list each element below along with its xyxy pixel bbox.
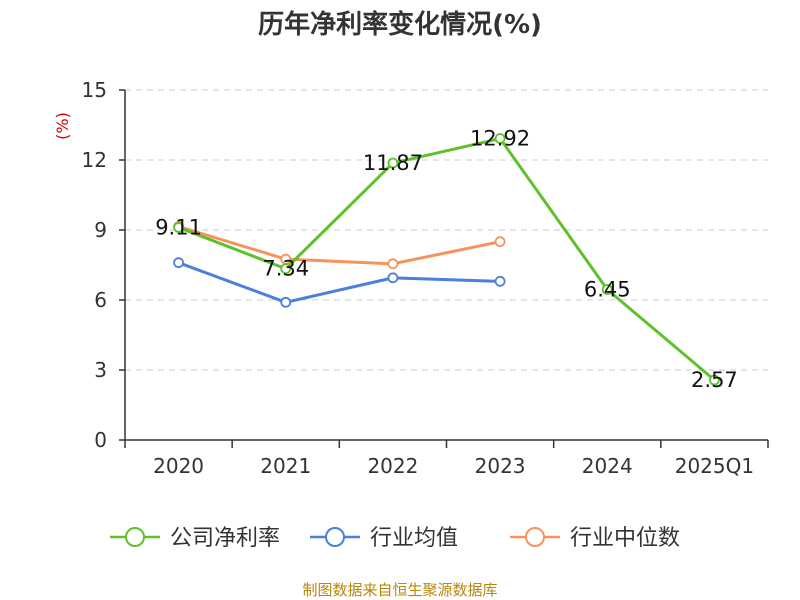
gridlines (125, 89, 768, 371)
data-point (494, 236, 506, 248)
y-tick-label: 3 (94, 358, 107, 382)
data-label: 9.11 (155, 215, 202, 239)
x-tick-label: 2023 (475, 454, 526, 478)
data-label: 6.45 (584, 278, 631, 302)
data-label: 2.57 (691, 368, 738, 392)
x-tick-label: 2024 (582, 454, 633, 478)
data-point (173, 257, 184, 269)
series-group (173, 133, 720, 386)
legend-marker (325, 527, 345, 547)
data-point (280, 296, 292, 308)
data-point (494, 275, 506, 287)
legend-label: 行业均值 (370, 526, 458, 551)
data-point (709, 374, 720, 386)
legend-label: 行业中位数 (570, 526, 680, 551)
data-label: 7.34 (262, 257, 309, 281)
legend: 公司净利率 行业均值 行业中位数 (110, 526, 680, 551)
x-tick-label: 2025Q1 (675, 454, 754, 478)
x-tick-label: 2020 (153, 454, 204, 478)
y-tick-label: 6 (94, 288, 107, 312)
data-point (173, 222, 184, 233)
y-tick-label: 9 (94, 218, 107, 242)
axes (119, 89, 769, 448)
legend-label: 公司净利率 (170, 526, 280, 551)
data-point (601, 284, 613, 295)
series-line (178, 225, 501, 266)
data-point (387, 258, 399, 270)
y-axis-ticks: 0 3 6 9 12 15 (82, 78, 107, 452)
y-axis-unit: (%) (53, 112, 72, 140)
data-point (387, 272, 399, 284)
y-tick-label: 15 (82, 78, 107, 102)
source-note: 制图数据来自恒生聚源数据库 (302, 581, 497, 599)
chart-title: 历年净利率变化情况(%) (258, 9, 542, 40)
data-point (387, 157, 399, 169)
x-axis-ticks: 2020 2021 2022 2023 2024 2025Q1 (153, 454, 754, 478)
y-tick-label: 0 (94, 428, 107, 452)
x-tick-label: 2022 (367, 454, 418, 478)
series-line (178, 261, 501, 304)
y-tick-label: 12 (82, 148, 107, 172)
series-line (178, 137, 716, 382)
legend-marker (525, 527, 545, 547)
x-tick-label: 2021 (260, 454, 311, 478)
data-label: 11.87 (363, 151, 423, 175)
data-point (494, 133, 506, 144)
legend-marker (125, 527, 145, 547)
data-label: 12.92 (470, 127, 530, 151)
data-labels: 9.11 7.34 11.87 12.92 6.45 2.57 (155, 127, 738, 392)
data-point (280, 263, 292, 275)
